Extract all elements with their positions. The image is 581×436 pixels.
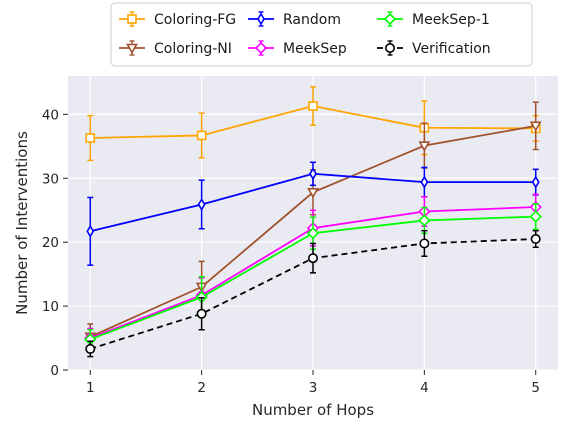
x-axis-label: Number of Hops bbox=[252, 401, 374, 419]
legend-frame bbox=[110, 2, 533, 67]
legend-label: Coloring-NI bbox=[154, 41, 232, 57]
legend-marker bbox=[383, 12, 397, 26]
legend-marker bbox=[254, 41, 268, 55]
data-point bbox=[196, 130, 207, 141]
series-layer bbox=[84, 86, 542, 358]
data-point bbox=[85, 133, 96, 143]
data-point bbox=[531, 175, 540, 189]
axes: 0 10 20 30 40 1 2 3 4 5 bbox=[42, 107, 540, 396]
legend-item: Verification bbox=[377, 40, 491, 57]
data-point bbox=[86, 224, 95, 238]
legend-label: Random bbox=[283, 12, 341, 28]
data-point bbox=[309, 167, 317, 181]
series-verification bbox=[85, 229, 541, 358]
legend-marker bbox=[127, 14, 137, 24]
y-tick-label: 30 bbox=[42, 171, 59, 187]
data-point bbox=[529, 121, 542, 132]
legend-marker bbox=[384, 42, 395, 53]
legend: Coloring-FG Coloring-NI Random MeekSep MeekS… bbox=[110, 2, 533, 67]
data-point bbox=[197, 197, 206, 212]
y-tick-label: 10 bbox=[42, 299, 59, 315]
data-point bbox=[307, 188, 319, 199]
legend-item: Coloring-FG bbox=[119, 11, 236, 28]
data-point bbox=[308, 101, 318, 111]
data-point bbox=[419, 238, 430, 249]
y-tick-label: 40 bbox=[42, 107, 59, 123]
legend-item: MeekSep bbox=[248, 40, 347, 57]
legend-item: Random bbox=[248, 11, 341, 28]
y-tick-label: 20 bbox=[42, 235, 59, 251]
x-tick-label: 5 bbox=[531, 380, 540, 396]
legend-item: MeekSep-1 bbox=[377, 11, 490, 28]
legend-label: Verification bbox=[412, 41, 491, 57]
x-tick-label: 1 bbox=[86, 380, 95, 396]
legend-label: MeekSep-1 bbox=[412, 12, 490, 28]
legend-label: Coloring-FG bbox=[154, 12, 236, 28]
data-point bbox=[307, 253, 318, 264]
data-point bbox=[306, 227, 320, 240]
y-axis-label: Number of Interventions bbox=[13, 131, 31, 315]
x-tick-label: 2 bbox=[197, 380, 206, 396]
data-point bbox=[529, 210, 542, 223]
data-point bbox=[85, 343, 96, 354]
x-tick-label: 3 bbox=[309, 380, 318, 396]
legend-label: MeekSep bbox=[283, 41, 347, 57]
data-point bbox=[420, 175, 429, 189]
data-point bbox=[196, 308, 207, 319]
legend-marker bbox=[257, 12, 265, 26]
data-point bbox=[418, 141, 431, 152]
legend-marker bbox=[126, 43, 138, 55]
data-point bbox=[418, 214, 431, 227]
x-tick-label: 4 bbox=[420, 380, 429, 396]
y-tick-label: 0 bbox=[50, 363, 59, 379]
data-point bbox=[530, 233, 541, 244]
legend-item: Coloring-NI bbox=[119, 40, 232, 57]
